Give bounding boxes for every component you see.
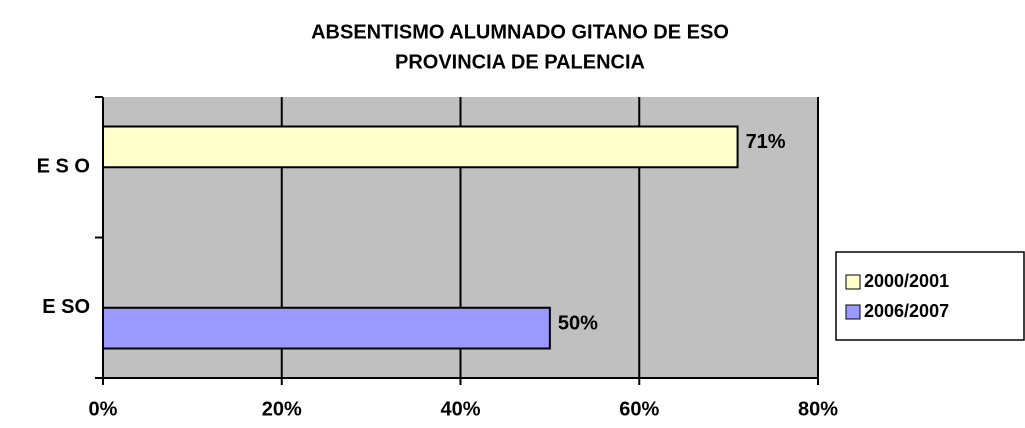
x-tick-label: 60%	[619, 398, 659, 420]
legend-box	[835, 251, 1025, 341]
bar	[102, 125, 739, 169]
x-tick-label: 0%	[89, 398, 118, 420]
legend-swatch	[845, 274, 861, 290]
x-tick-label: 40%	[440, 398, 480, 420]
chart-title: ABSENTISMO ALUMNADO GITANO DE ESO	[311, 21, 729, 43]
legend-swatch	[845, 304, 861, 320]
legend-label: 2006/2007	[864, 301, 949, 321]
bar	[102, 306, 551, 350]
y-tick-label: E S O	[37, 156, 90, 178]
chart-title: PROVINCIA DE PALENCIA	[395, 51, 645, 73]
legend-label: 2000/2001	[864, 271, 949, 291]
value-label: 50%	[558, 312, 598, 334]
value-label: 71%	[746, 131, 786, 153]
x-tick-label: 80%	[798, 398, 838, 420]
y-tick-label: E SO	[42, 296, 90, 318]
x-tick-label: 20%	[262, 398, 302, 420]
